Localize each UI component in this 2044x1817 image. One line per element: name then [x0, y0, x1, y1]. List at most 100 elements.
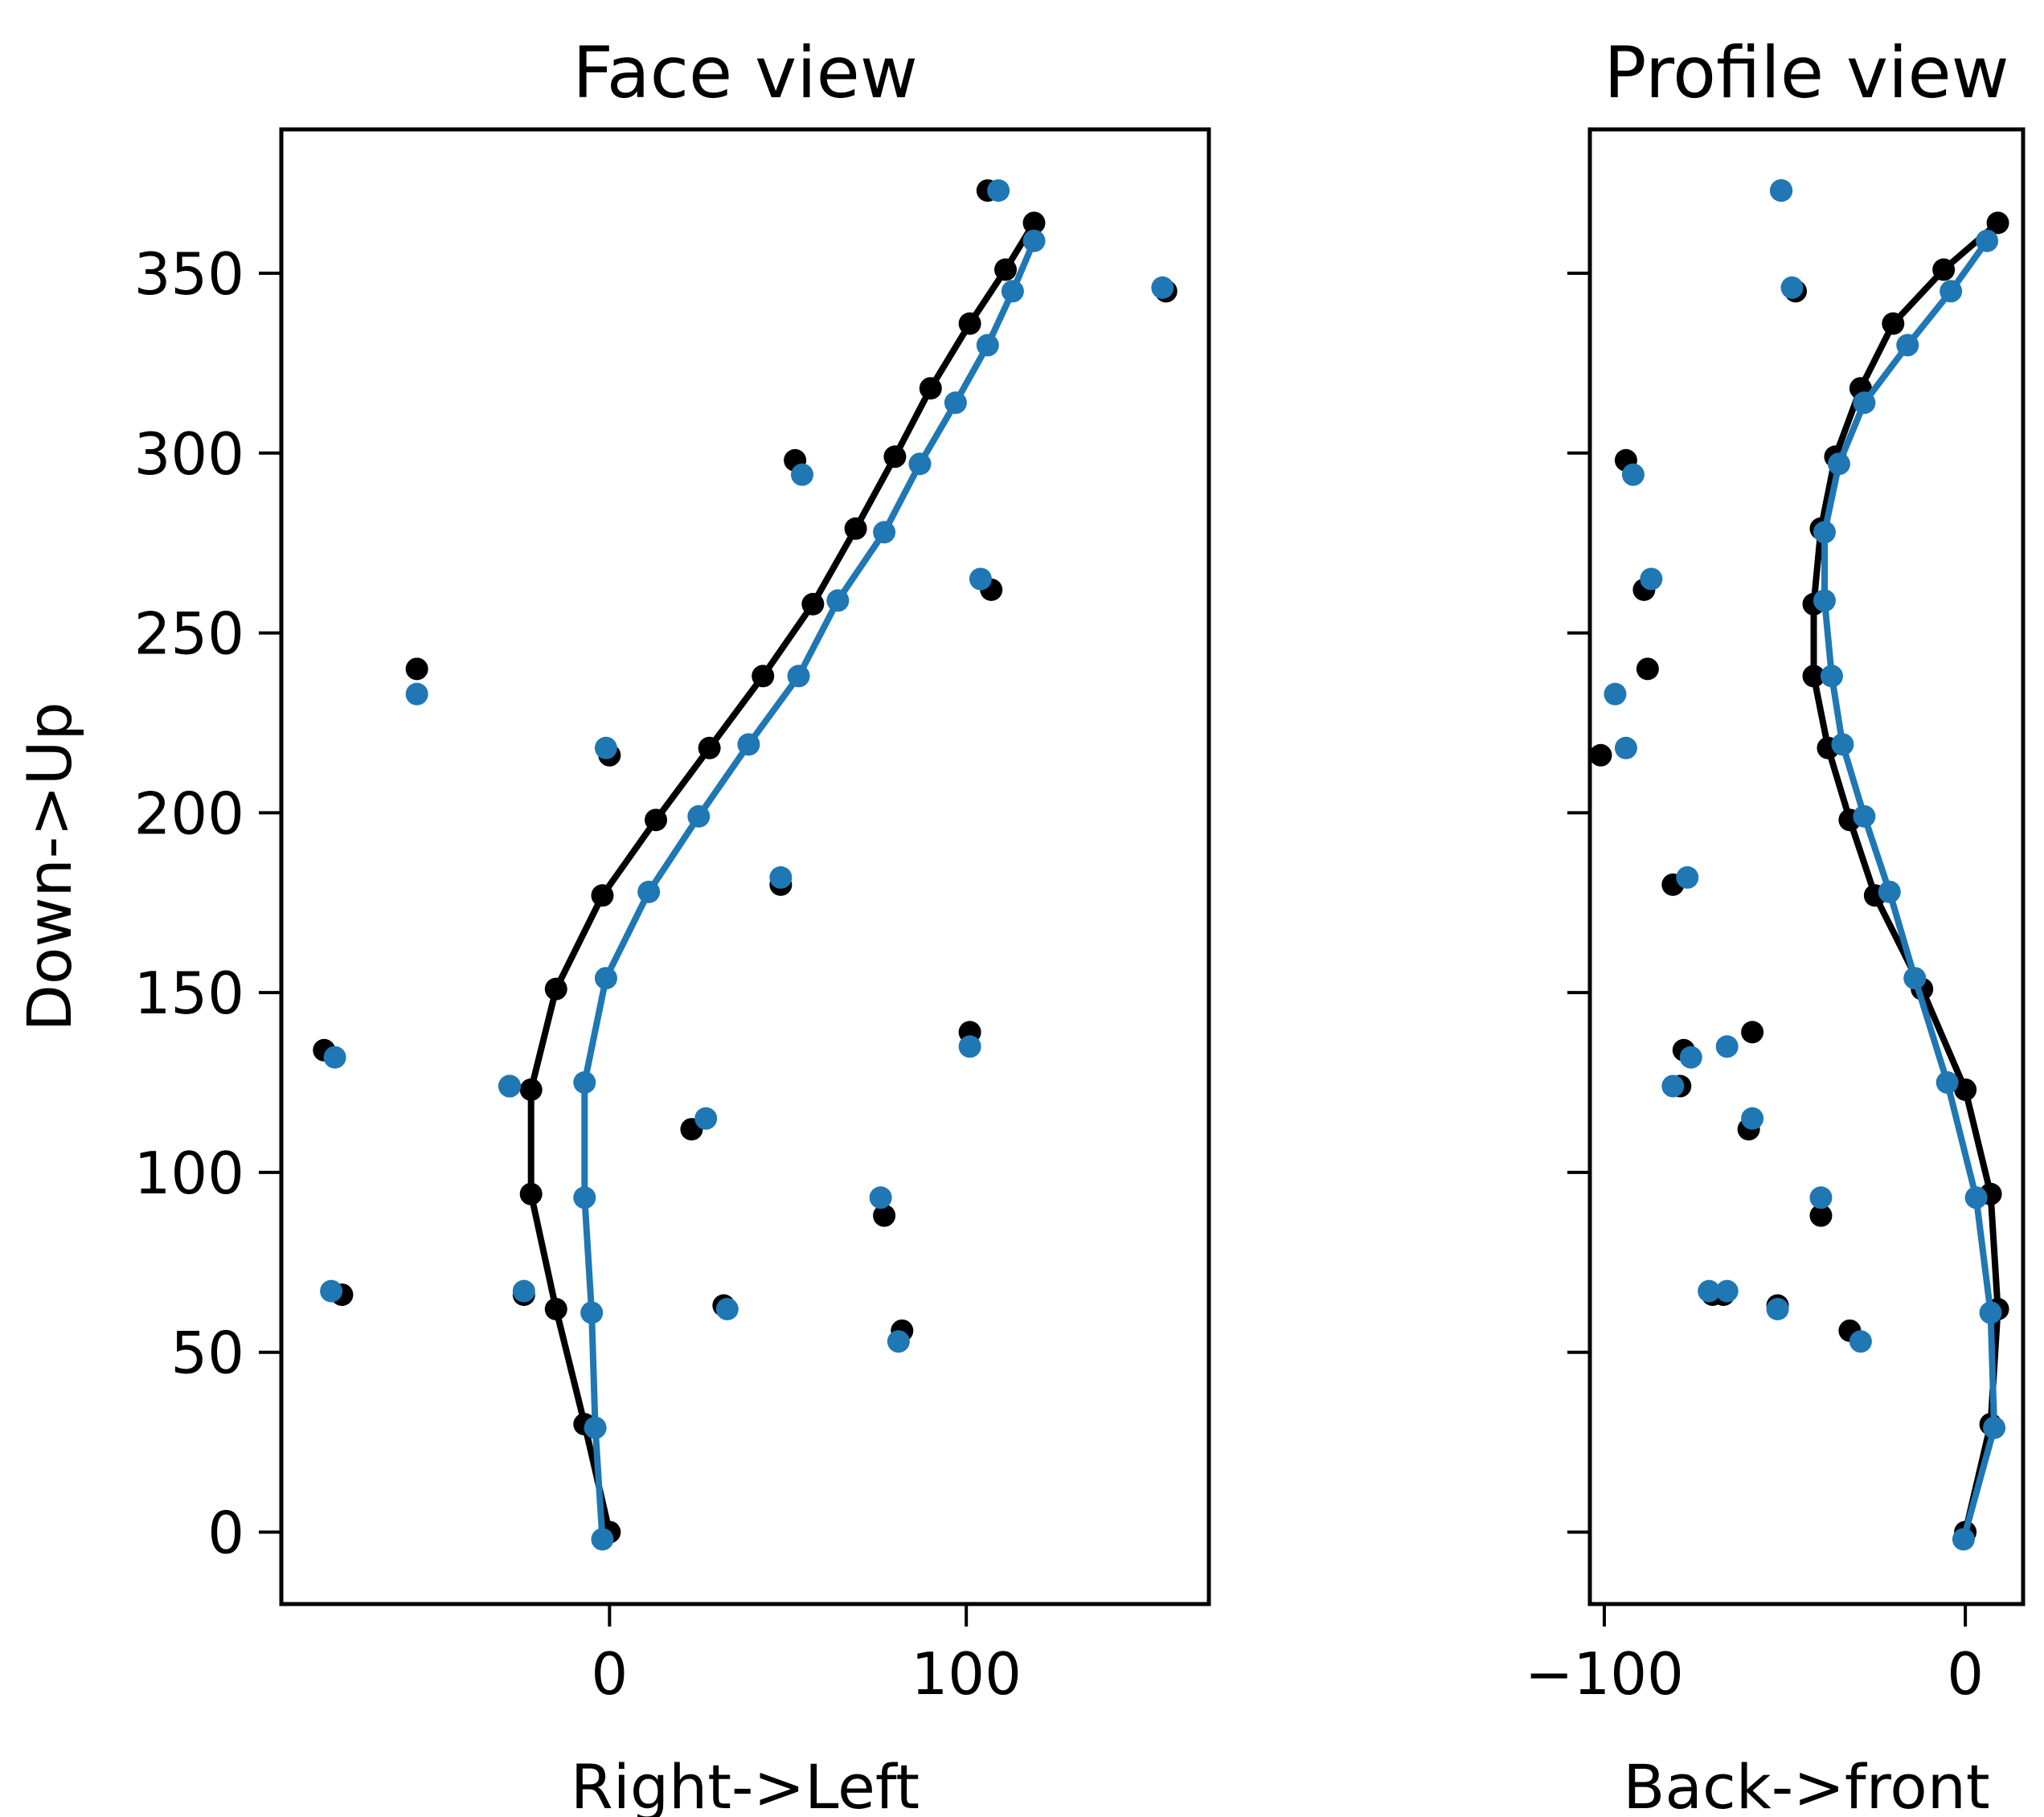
profile-view-series-blue-point — [1621, 463, 1645, 486]
face-view-series-black-line-marker — [752, 665, 775, 688]
face-view-ytick-label: 100 — [134, 1140, 244, 1207]
profile-view-series-blue-point — [1849, 1330, 1872, 1353]
face-view-ytick-label: 250 — [134, 600, 244, 668]
face-view-series-blue-point — [323, 1046, 346, 1069]
profile-view-series-blue-line-marker — [1878, 880, 1901, 903]
face-view-series-blue-point — [694, 1107, 718, 1130]
profile-view-series-blue-point — [1679, 1046, 1702, 1069]
face-view-series-blue-line-marker — [826, 589, 850, 612]
profile-view-series-blue-line-marker — [1903, 967, 1927, 990]
profile-view-series-blue-point — [1766, 1298, 1789, 1320]
face-view-series-blue-line-marker — [573, 1186, 596, 1209]
face-view-series-blue-line-marker — [573, 1071, 596, 1095]
face-view-series-blue-point — [320, 1279, 343, 1303]
face-view-series-blue-line-marker — [580, 1301, 604, 1324]
face-view-xtick-label: 100 — [911, 1640, 1021, 1708]
profile-view-series-blue-line-marker — [1940, 280, 1963, 303]
profile-view-series-blue-point — [1661, 1074, 1685, 1098]
face-view-series-black-line-marker — [994, 258, 1018, 281]
profile-view-series-black-line-marker — [1932, 258, 1956, 281]
profile-view-series-black-line-marker — [1882, 312, 1905, 335]
face-view-series-black-line-marker — [591, 884, 614, 907]
face-view-series-blue-point — [405, 682, 428, 706]
face-view-series-black-line-marker — [544, 1298, 567, 1320]
profile-view-series-blue-point — [1741, 1107, 1764, 1130]
face-view-series-blue-line-marker — [594, 967, 617, 990]
face-view-series-blue-point — [958, 1035, 981, 1058]
face-view-series-blue-point — [887, 1330, 910, 1353]
face-view-ytick-label: 350 — [134, 240, 244, 308]
profile-view-axes-frame — [1587, 127, 2026, 1606]
face-view-series-black-point — [405, 657, 428, 681]
face-view-series-blue-line-marker — [637, 880, 661, 903]
face-view-series-blue-line-marker — [737, 733, 760, 756]
face-view-axes-frame — [279, 127, 1211, 1606]
profile-view-series-blue-line-marker — [1853, 391, 1876, 415]
face-view-series-black-line-marker — [519, 1078, 543, 1101]
profile-view-series-blue-point — [1780, 276, 1804, 299]
face-view-series-blue — [320, 179, 1174, 1551]
profile-view-series-blue-line-marker — [1813, 589, 1836, 612]
face-view-ylabel: Down->Up — [14, 702, 85, 1031]
profile-view-series-blue-point — [1698, 1279, 1721, 1303]
face-view-series-blue-point — [512, 1279, 535, 1303]
profile-view-series-blue-line-marker — [1896, 334, 1919, 357]
face-view-series-black-line-marker — [883, 445, 907, 469]
face-view-series-blue-line-marker — [591, 1528, 614, 1551]
face-view-series-black-line-marker — [698, 736, 721, 759]
face-view-ytick-label: 0 — [207, 1499, 244, 1566]
profile-view-series-blue-point — [1676, 866, 1699, 889]
face-view-series-black-line-marker — [1022, 211, 1046, 235]
face-view-ytick-label: 150 — [134, 960, 244, 1027]
face-view-series-blue-line-marker — [944, 391, 967, 415]
face-view-series-blue-point — [769, 866, 793, 889]
face-view-ytick-label: 300 — [134, 420, 244, 488]
face-view-series-black-line-marker — [919, 377, 942, 400]
face-view-series-blue-line-marker — [1001, 280, 1024, 303]
face-view-series-black-line-marker — [544, 977, 567, 1001]
face-view-series-blue-point — [869, 1186, 892, 1209]
profile-view-xtick-label: −100 — [1525, 1640, 1684, 1708]
profile-view-series-black-line-marker — [1954, 1078, 1977, 1101]
face-view-series-blue-line-marker — [1022, 229, 1046, 252]
face-view-series-blue-line-marker — [787, 665, 810, 688]
face-view-series-black-line-marker — [519, 1182, 543, 1205]
profile-view-series-black-point — [1809, 1204, 1833, 1227]
profile-view-xtick-label: 0 — [1947, 1640, 1984, 1708]
profile-view-series-blue-line-marker — [1827, 452, 1850, 476]
profile-view-series-black-point — [1589, 743, 1612, 767]
profile-view-series-blue-point — [1640, 567, 1663, 591]
profile-view-series-black-line-marker — [1986, 211, 2009, 235]
profile-view-series-blue-point — [1809, 1186, 1833, 1209]
face-view-series-blue-point — [498, 1074, 522, 1098]
profile-view-series-blue-line-marker — [1976, 229, 1999, 252]
profile-view-series-black-point — [1741, 1021, 1764, 1044]
face-view-series-blue-point — [1151, 276, 1174, 299]
profile-view-xlabel: Back->front — [1623, 1751, 1989, 1817]
profile-view-series-blue-point — [1604, 682, 1627, 706]
face-view-series-blue-point — [969, 567, 992, 591]
face-view-series-black-line-marker — [801, 592, 825, 616]
profile-view-series-blue-line-marker — [1831, 733, 1854, 756]
profile-view-series-blue-point — [1715, 1279, 1739, 1303]
face-view-series-blue-point — [987, 179, 1010, 203]
profile-view-panel: Profile view −100 0 Back->front — [1525, 31, 2026, 1817]
face-view-series-blue-line-marker — [908, 452, 932, 476]
profile-view-series-blue-point — [1770, 179, 1793, 203]
face-view-series-blue-line-marker — [873, 521, 896, 544]
profile-view-series-blue-line-marker — [1853, 804, 1876, 828]
face-view-series-black-line-marker — [958, 312, 981, 335]
profile-view-series-blue-line-marker — [1935, 1071, 1959, 1095]
face-view-series-blue-point — [791, 463, 814, 486]
face-view-series-blue-line-marker — [687, 804, 711, 828]
face-view-panel: Face view 0 100 0 50 100 150 200 250 300 350 Right-… — [14, 31, 1211, 1817]
profile-view-series-blue-point — [1715, 1035, 1739, 1058]
face-view-series-blue-point — [594, 736, 617, 759]
face-view-title: Face view — [572, 31, 918, 114]
profile-view-series-blue — [1604, 179, 2006, 1551]
profile-view-series-black-point — [1636, 657, 1659, 681]
face-view-series-blue-line-marker — [976, 334, 999, 357]
profile-view-series-blue-line-marker — [1820, 665, 1843, 688]
